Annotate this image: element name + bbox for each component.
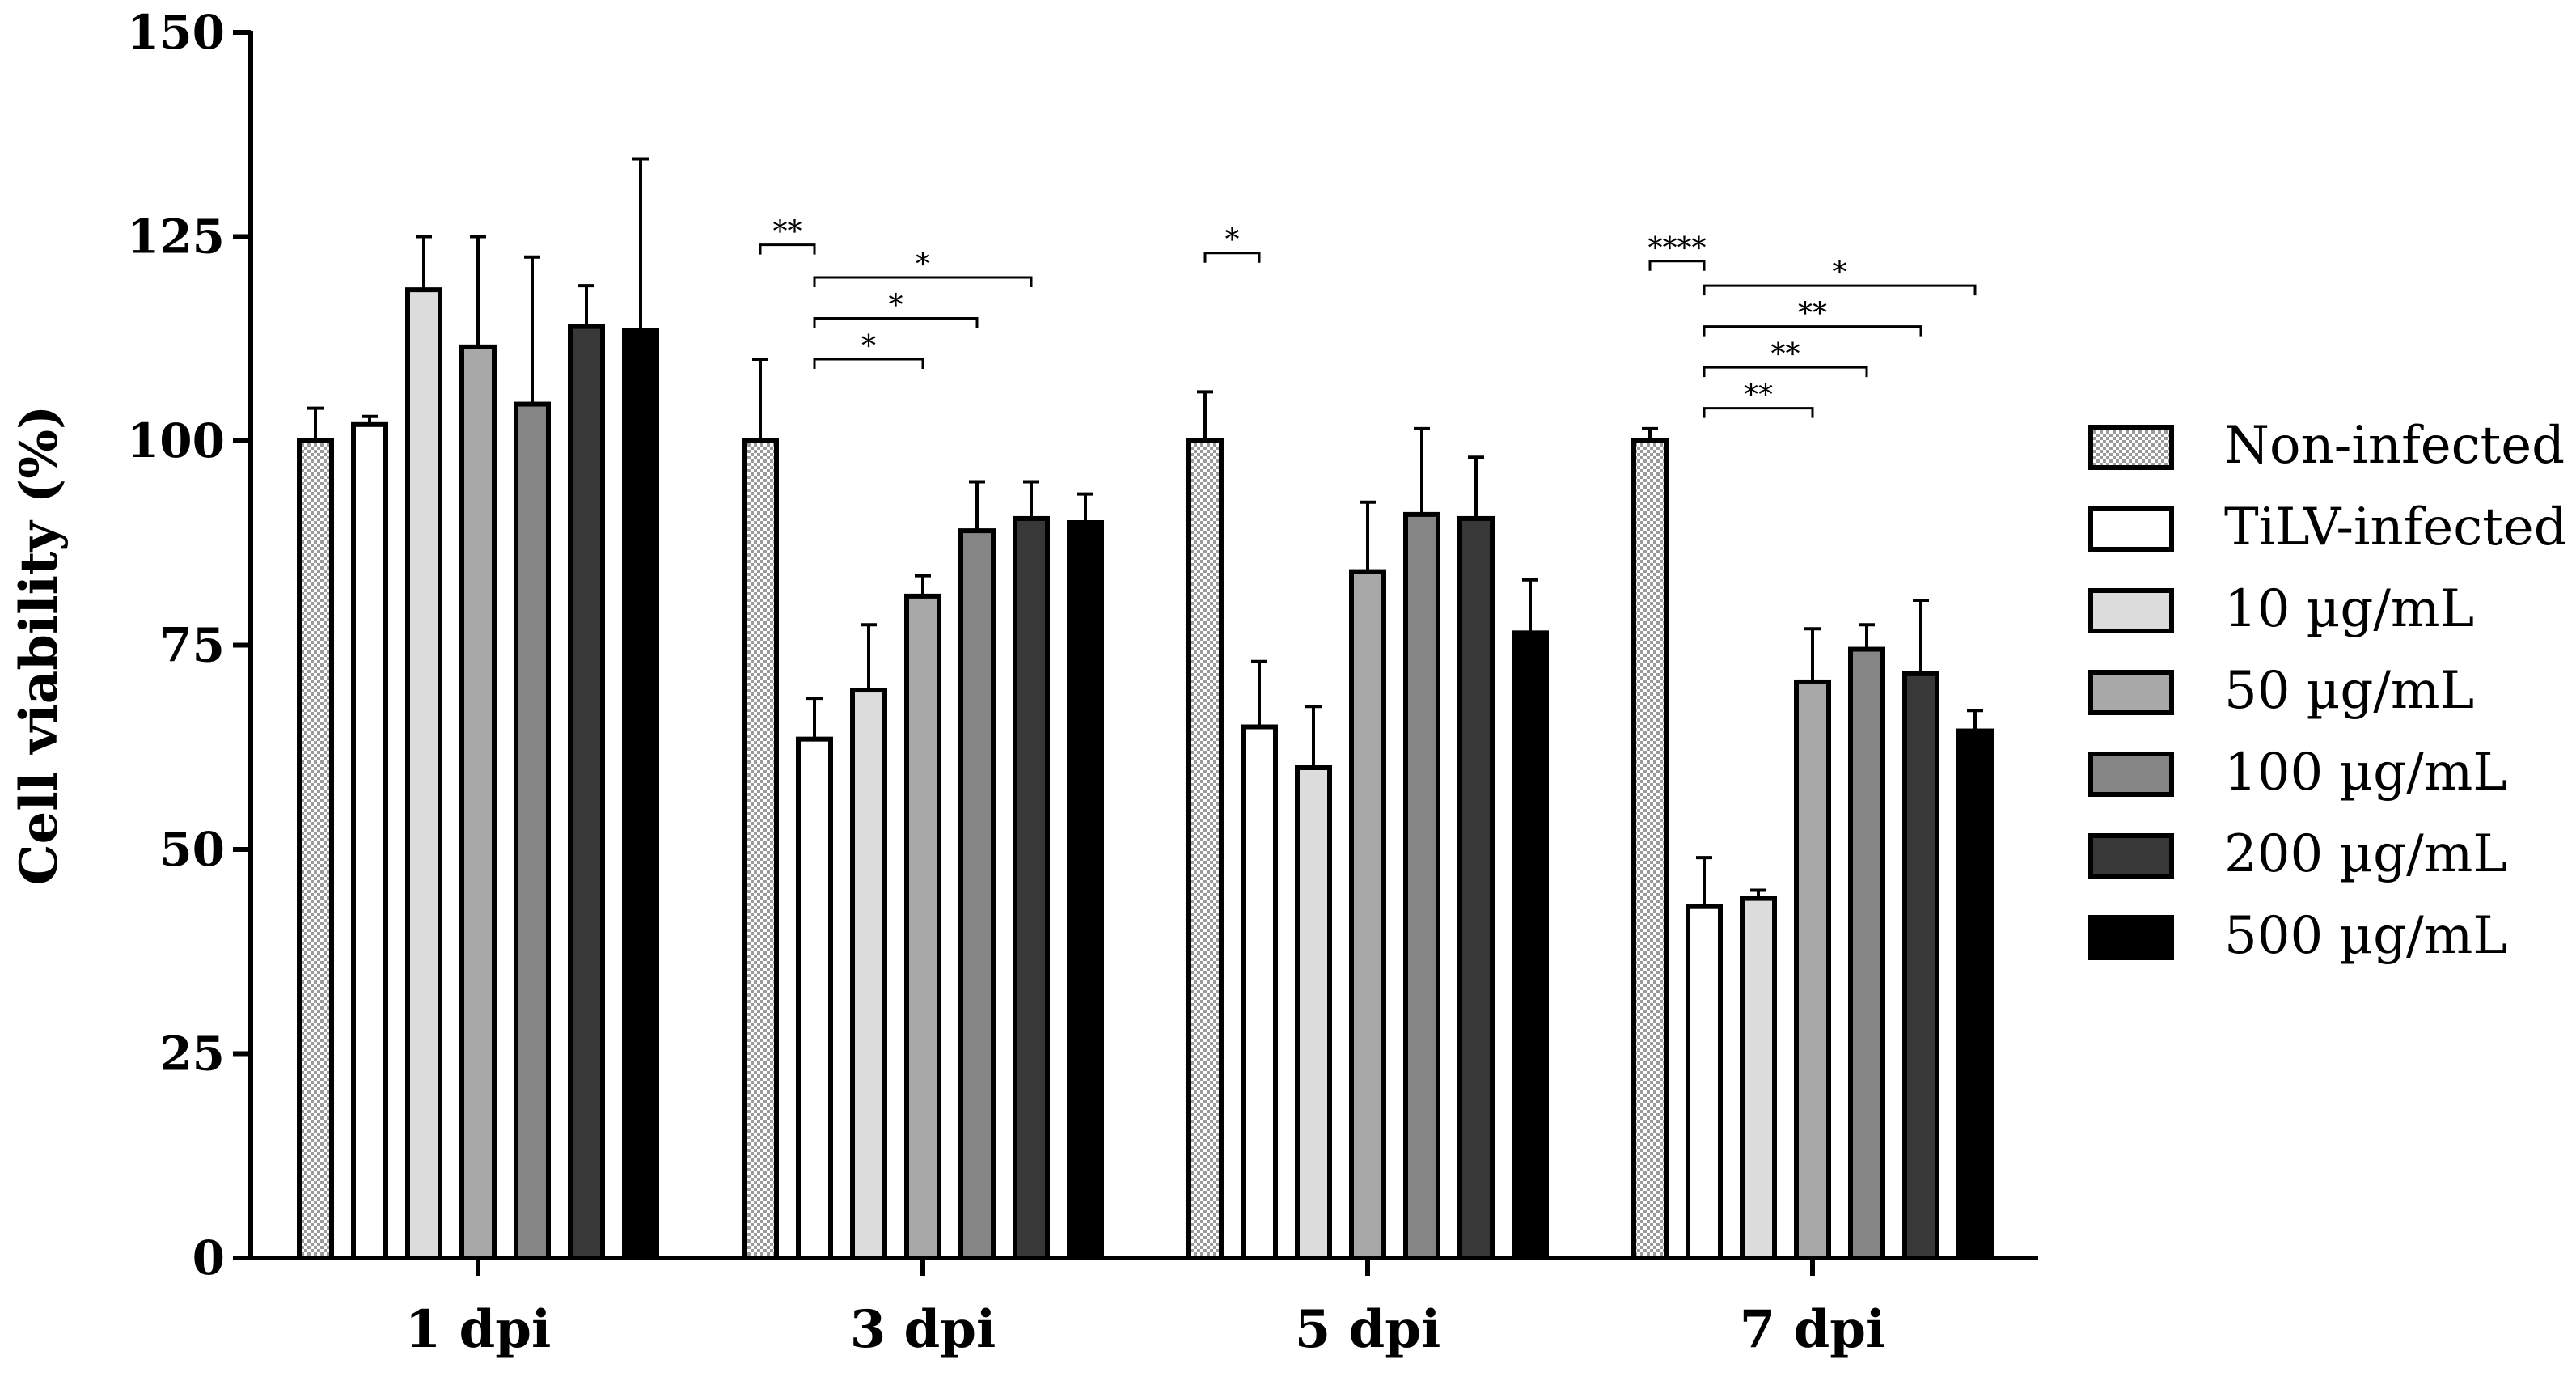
legend-label: 50 µg/mL	[2224, 661, 2474, 721]
bar	[1956, 728, 1994, 1260]
bar	[1013, 515, 1050, 1260]
bar	[297, 438, 334, 1260]
bar	[1848, 646, 1885, 1260]
legend-swatch	[2088, 425, 2174, 470]
legend-label: TiLV-infected	[2224, 498, 2567, 557]
bar	[1403, 511, 1440, 1260]
legend-label: Non-infected	[2224, 416, 2565, 476]
y-axis-label: Cell viability (%)	[9, 405, 70, 886]
y-tick-label: 75	[159, 618, 225, 673]
axes: 0 25 50 75 100 125 150 Cell viability (%) 1 dpi 3…	[9, 5, 2038, 1360]
bar	[1295, 765, 1332, 1260]
bar	[1457, 515, 1495, 1260]
significance-bracket	[1703, 284, 1977, 296]
significance-label: **	[1744, 379, 1773, 413]
y-tick-label: 0	[192, 1230, 225, 1285]
y-tick-label: 150	[127, 5, 225, 60]
bar	[1686, 904, 1723, 1260]
significance-bracket	[1203, 252, 1261, 263]
legend-swatch	[2088, 506, 2174, 552]
bar	[1512, 630, 1549, 1260]
significance-label: **	[1771, 338, 1800, 371]
significance-bracket	[813, 358, 924, 369]
legend-swatch	[2088, 752, 2174, 797]
bar	[1067, 520, 1104, 1260]
legend-label: 200 µg/mL	[2224, 824, 2507, 884]
x-tick-label: 5 dpi	[1295, 1299, 1441, 1360]
y-tick-label: 100	[127, 413, 225, 468]
bar	[1241, 724, 1278, 1260]
legend: Non-infected TiLV-infected 10 µg/mL 50 µg/m…	[2088, 416, 2567, 966]
bar	[1794, 679, 1831, 1260]
legend-swatch	[2088, 833, 2174, 879]
significance-label: *	[861, 330, 876, 363]
bar	[459, 344, 497, 1261]
significance-bracket	[1703, 366, 1868, 378]
significance-bracket	[1703, 325, 1922, 337]
bar	[1186, 438, 1224, 1260]
legend-label: 100 µg/mL	[2224, 743, 2507, 802]
bar	[351, 421, 388, 1260]
bar	[1902, 671, 1939, 1260]
significance-label: **	[773, 216, 802, 249]
significance-label: *	[916, 248, 930, 282]
legend-label: 500 µg/mL	[2224, 906, 2507, 966]
significance-label: **	[1798, 298, 1827, 331]
significance-bracket	[759, 243, 816, 255]
legend-swatch	[2088, 670, 2174, 715]
significance-label: ****	[1648, 232, 1707, 265]
bar	[958, 528, 996, 1260]
legend-label: 10 µg/mL	[2224, 579, 2474, 639]
significance-annotations: ****** ***********	[759, 216, 1977, 418]
bar	[1631, 438, 1669, 1260]
significance-label: *	[1225, 224, 1240, 257]
bar	[904, 593, 941, 1260]
significance-label: *	[1833, 256, 1847, 290]
significance-bracket	[813, 317, 979, 328]
legend-swatch	[2088, 588, 2174, 633]
y-tick-label: 125	[127, 210, 225, 265]
x-tick-label: 7 dpi	[1740, 1299, 1886, 1360]
bar	[742, 438, 779, 1260]
legend-swatch	[2088, 915, 2174, 960]
bar	[796, 736, 833, 1260]
bar	[850, 688, 887, 1260]
significance-bracket	[1703, 407, 1814, 418]
bar	[514, 401, 551, 1260]
bar	[622, 328, 659, 1260]
bar	[568, 324, 605, 1261]
bar	[1349, 569, 1386, 1260]
bars	[297, 157, 1994, 1261]
y-tick-label: 25	[159, 1027, 225, 1082]
x-tick-label: 3 dpi	[850, 1299, 996, 1360]
significance-bracket	[1648, 260, 1706, 271]
x-tick-label: 1 dpi	[405, 1299, 552, 1360]
significance-bracket	[813, 276, 1033, 287]
bar	[405, 287, 442, 1260]
significance-label: *	[889, 290, 903, 323]
y-tick-label: 50	[159, 822, 225, 877]
bar	[1740, 896, 1777, 1260]
